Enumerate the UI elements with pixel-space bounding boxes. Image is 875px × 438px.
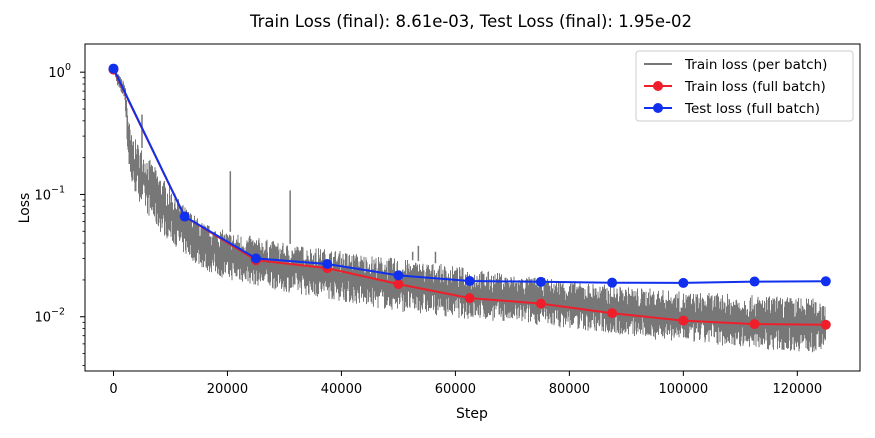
x-tick-label: 40000: [321, 382, 362, 397]
test-full-point: [607, 277, 618, 288]
x-axis: 0 20000 40000 60000 80000 100000 120000: [109, 371, 822, 397]
plot-area: [108, 63, 831, 353]
train-full-point: [820, 319, 831, 330]
x-tick-label: 20000: [207, 382, 248, 397]
test-full-point: [322, 258, 333, 269]
test-full-point: [749, 276, 760, 287]
x-tick-label: 60000: [435, 382, 476, 397]
legend-box: [635, 50, 854, 122]
y-axis-title: Loss: [17, 193, 33, 224]
test-full-point: [108, 63, 119, 74]
test-full-point: [393, 270, 404, 281]
train-full-point: [749, 319, 760, 330]
legend-label: Train loss (full batch): [684, 79, 826, 95]
test-full-point: [464, 276, 475, 287]
y-axis: 100 10−1 10−2: [34, 62, 85, 366]
y-tick-label: 10−2: [34, 307, 65, 326]
test-full-point: [535, 276, 546, 287]
x-tick-label: 100000: [659, 382, 709, 397]
chart-title: Train Loss (final): 8.61e-03, Test Loss …: [249, 12, 692, 31]
legend-marker: [653, 103, 663, 113]
test-full-point: [250, 253, 261, 264]
train-full-point: [393, 279, 404, 290]
x-tick-label: 80000: [549, 382, 590, 397]
legend: Train loss (per batch) Train loss (full b…: [635, 50, 854, 122]
test-full-point: [678, 277, 689, 288]
x-tick-label: 0: [109, 382, 117, 397]
test-full-point: [179, 211, 190, 222]
x-tick-label: 120000: [772, 382, 822, 397]
test-full-point: [820, 276, 831, 287]
train-full-point: [464, 293, 475, 304]
y-tick-label: 100: [48, 62, 71, 81]
train-full-point: [607, 308, 618, 319]
legend-label: Train loss (per batch): [684, 57, 827, 73]
plot-frame: [84, 43, 861, 372]
train-full-point: [678, 315, 689, 326]
legend-marker: [653, 81, 663, 91]
legend-label: Test loss (full batch): [684, 101, 820, 117]
train-full-point: [535, 298, 546, 309]
y-tick-label: 10−1: [34, 184, 65, 203]
x-axis-title: Step: [456, 406, 488, 422]
